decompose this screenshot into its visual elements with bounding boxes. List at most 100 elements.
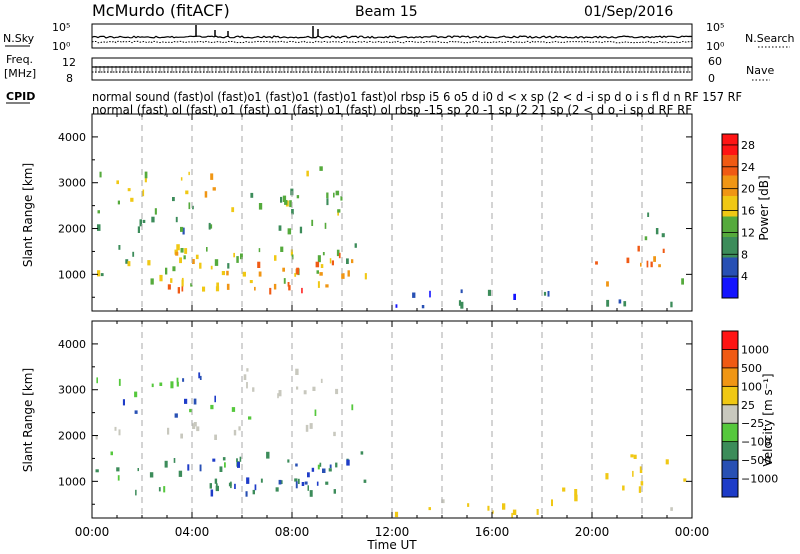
data-cell xyxy=(164,460,168,468)
data-cell xyxy=(315,261,320,268)
data-cell xyxy=(623,301,627,307)
data-cell xyxy=(644,236,648,241)
colorbar-swatch xyxy=(722,404,738,424)
y-tick-label: 3000 xyxy=(58,177,86,190)
x-tick-label: 20:00 xyxy=(575,525,610,539)
data-cell xyxy=(260,478,263,483)
colorbar-tick-label: 100 xyxy=(741,380,762,393)
colorbar-swatch xyxy=(722,257,738,278)
x-tick-label: 00:00 xyxy=(75,525,110,539)
data-cell xyxy=(258,203,263,210)
data-cell xyxy=(633,454,637,459)
velocity-colorbar: 1000 500 100 25 −25 −100 −500 −1000 xyxy=(721,330,778,498)
colorbar-swatch xyxy=(722,386,738,406)
colorbar-swatch xyxy=(722,423,738,443)
colorbar-frame xyxy=(721,330,739,498)
data-cell xyxy=(467,503,470,507)
data-cell xyxy=(574,494,578,502)
data-cell xyxy=(284,200,288,205)
x-axis-label: Time UT xyxy=(366,538,417,552)
data-cell xyxy=(275,487,279,492)
data-cell xyxy=(280,480,283,484)
data-cell xyxy=(638,486,642,493)
data-cell xyxy=(487,505,490,511)
data-cell xyxy=(231,207,235,213)
data-cell xyxy=(328,468,332,472)
y-tick-label: 2000 xyxy=(58,430,86,443)
x-tick-label: 04:00 xyxy=(175,525,210,539)
data-cell xyxy=(280,196,283,203)
data-cell xyxy=(316,270,319,274)
data-cell xyxy=(215,483,218,490)
colorbar-swatch xyxy=(722,236,738,258)
cpid-strip: CPID normal sound (fast)ol (fast)o1 (fas… xyxy=(6,90,742,117)
data-cell xyxy=(222,457,226,461)
beam-label: Beam 15 xyxy=(355,4,418,20)
data-cell xyxy=(626,257,630,264)
data-cell xyxy=(277,393,279,399)
data-cell xyxy=(151,216,155,223)
y-tick-label: 2000 xyxy=(58,223,86,236)
data-cell xyxy=(306,170,309,177)
data-cell xyxy=(147,260,151,266)
data-cell xyxy=(181,277,184,282)
y-tick-label: 3000 xyxy=(58,384,86,397)
velocity-heatmap xyxy=(95,368,687,518)
data-cell xyxy=(336,249,340,257)
date-label: 01/Sep/2016 xyxy=(584,4,673,20)
data-cell xyxy=(142,189,145,197)
data-cell xyxy=(158,487,161,492)
data-cell xyxy=(210,489,214,497)
data-cell xyxy=(311,467,315,472)
data-cell xyxy=(151,383,154,388)
data-cell xyxy=(335,388,339,395)
data-cell xyxy=(319,462,322,467)
data-cell xyxy=(97,270,101,277)
data-cell xyxy=(547,291,550,297)
data-cell xyxy=(428,507,431,511)
data-cell xyxy=(167,284,171,290)
data-cell xyxy=(117,200,120,205)
data-cell xyxy=(116,467,120,472)
data-cell xyxy=(209,483,212,489)
data-cell xyxy=(210,265,213,270)
data-cell xyxy=(487,289,491,296)
y-tick-label: 4000 xyxy=(58,131,86,144)
data-cell xyxy=(210,404,214,410)
data-cell xyxy=(295,368,299,375)
data-cell xyxy=(114,426,117,431)
data-cell xyxy=(337,210,339,216)
data-cell xyxy=(360,451,364,455)
data-cell xyxy=(149,472,154,478)
data-cell xyxy=(335,190,340,196)
colorbar-swatch xyxy=(722,367,738,387)
data-cell xyxy=(134,391,138,398)
power-colorbar: 4 8 12 16 20 24 28 xyxy=(721,133,755,299)
colorbar-tick-label: −25 xyxy=(741,417,764,430)
data-cell xyxy=(317,281,320,288)
nsearch-tick-top: 10⁵ xyxy=(706,21,724,34)
data-cell xyxy=(182,378,185,382)
power-y-label: Slant Range [km] xyxy=(21,163,35,267)
data-cell xyxy=(165,267,168,275)
data-cell xyxy=(258,248,261,253)
data-cell xyxy=(282,267,285,272)
data-cell xyxy=(647,212,650,217)
data-cell xyxy=(252,387,255,392)
data-cell xyxy=(137,226,140,233)
nsky-tick-bottom: 10⁰ xyxy=(52,40,71,53)
site-title: McMurdo (fitACF) xyxy=(92,1,230,20)
data-cell xyxy=(665,459,669,465)
data-cell xyxy=(192,205,194,210)
data-cell xyxy=(543,291,547,296)
data-cell xyxy=(154,208,157,215)
data-cell xyxy=(283,278,286,284)
data-cell xyxy=(287,282,290,287)
data-cell xyxy=(196,426,200,432)
data-cell xyxy=(177,287,180,294)
freq-trace xyxy=(91,66,693,73)
data-cell xyxy=(167,427,170,435)
data-cell xyxy=(653,256,656,262)
data-cell xyxy=(212,458,216,462)
data-cell xyxy=(170,278,173,283)
